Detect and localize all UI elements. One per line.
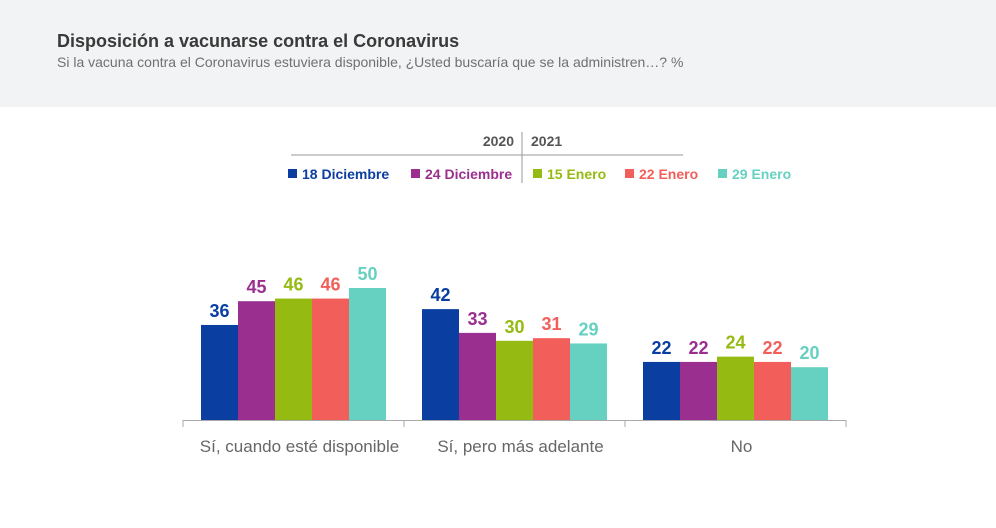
bar (643, 361, 680, 420)
data-label: 22 (651, 338, 671, 358)
data-label: 46 (283, 275, 303, 295)
bar (238, 301, 275, 420)
legend-swatch (288, 169, 297, 178)
header-band (0, 0, 996, 107)
bar (422, 309, 459, 420)
data-label: 22 (688, 338, 708, 358)
category-label: Sí, cuando esté disponible (200, 437, 399, 456)
bar (680, 361, 717, 420)
data-label: 33 (467, 309, 487, 329)
chart-subtitle: Si la vacuna contra el Coronavirus estuv… (57, 54, 684, 70)
data-label: 24 (725, 333, 745, 353)
bar (533, 338, 570, 420)
data-label: 30 (504, 317, 524, 337)
data-label: 46 (320, 275, 340, 295)
chart-title: Disposición a vacunarse contra el Corona… (57, 31, 460, 51)
bar (312, 298, 349, 420)
data-label: 20 (799, 343, 819, 363)
bar (717, 356, 754, 420)
bar (459, 332, 496, 420)
bar (754, 361, 791, 420)
data-label: 36 (209, 301, 229, 321)
legend-item: 22 Enero (639, 166, 698, 182)
data-label: 50 (357, 264, 377, 284)
year-label-2020: 2020 (483, 133, 514, 149)
category-label: No (731, 437, 753, 456)
legend-item: 29 Enero (732, 166, 791, 182)
bar (275, 298, 312, 420)
year-label-2021: 2021 (531, 133, 562, 149)
data-label: 29 (578, 319, 598, 339)
legend-swatch (411, 169, 420, 178)
bar (201, 324, 238, 420)
bar (570, 343, 607, 420)
legend-item: 15 Enero (547, 166, 606, 182)
category-label: Sí, pero más adelante (437, 437, 603, 456)
legend-swatch (533, 169, 542, 178)
data-label: 31 (541, 314, 561, 334)
bar (496, 340, 533, 420)
legend-swatch (625, 169, 634, 178)
legend-swatch (718, 169, 727, 178)
bar (791, 367, 828, 420)
data-label: 22 (762, 338, 782, 358)
data-label: 45 (246, 277, 266, 297)
legend-item: 18 Diciembre (302, 166, 389, 182)
bar (349, 288, 386, 420)
data-label: 42 (430, 285, 450, 305)
legend-item: 24 Diciembre (425, 166, 512, 182)
